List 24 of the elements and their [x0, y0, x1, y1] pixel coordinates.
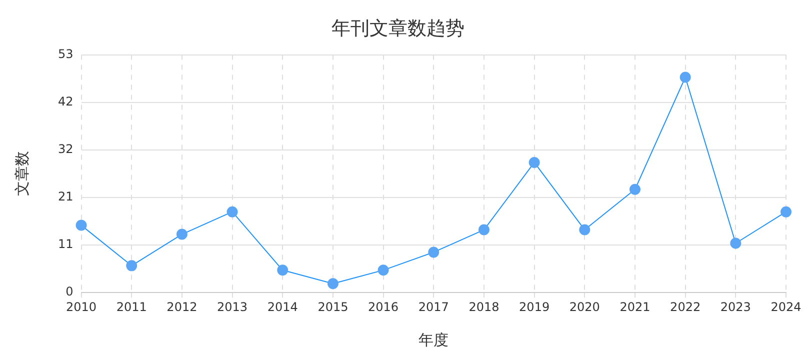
- x-tick-label: 2010: [66, 300, 97, 314]
- y-axis-title: 文章数: [12, 151, 31, 196]
- x-tick-label: 2020: [569, 300, 600, 314]
- y-tick-label: 32: [58, 142, 74, 156]
- x-tick-label: 2015: [318, 300, 348, 314]
- y-tick-label: 42: [58, 94, 74, 108]
- y-tick-label: 11: [58, 237, 74, 252]
- x-tick-label: 2014: [267, 300, 298, 314]
- x-axis-title: 年度: [418, 330, 449, 349]
- x-tick-label: 2019: [519, 300, 550, 314]
- y-tick-label: 53: [58, 46, 74, 61]
- x-tick-label: 2023: [720, 300, 751, 314]
- x-tick-label: 2016: [368, 300, 399, 314]
- chart-title: 年刊文章数趋势: [332, 17, 464, 40]
- x-tick-label: 2018: [468, 300, 500, 314]
- x-tick-label: 2017: [418, 300, 449, 314]
- x-tick-label: 2022: [670, 300, 701, 314]
- x-tick-label: 2024: [770, 300, 802, 314]
- x-tick-label: 2012: [166, 300, 198, 314]
- x-tick-label: 2013: [217, 300, 248, 314]
- x-tick-label: 2021: [620, 300, 650, 314]
- y-tick-label: 0: [66, 284, 74, 299]
- y-tick-label: 21: [58, 190, 74, 204]
- x-tick-label: 2011: [116, 300, 147, 314]
